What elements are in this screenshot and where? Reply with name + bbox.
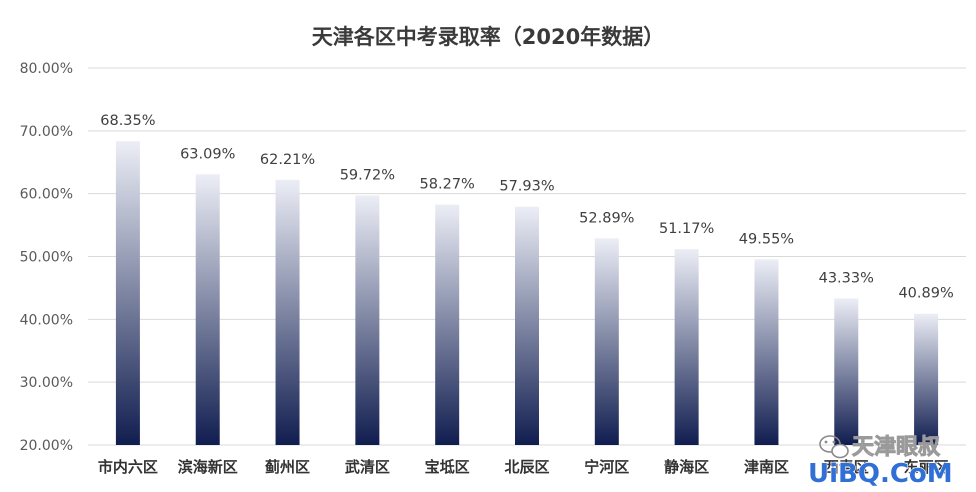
bar [594,238,619,445]
bar [195,174,220,445]
y-tick-label: 20.00% [20,438,73,454]
y-tick-label: 80.00% [20,61,73,77]
y-tick-label: 70.00% [20,124,73,140]
data-label: 59.72% [340,167,395,183]
data-label: 58.27% [420,177,475,193]
data-label: 62.21% [260,152,315,168]
data-label: 52.89% [579,210,634,226]
wechat-icon [819,435,849,459]
x-tick-label: 东丽区 [904,458,949,476]
data-label: 63.09% [180,146,235,162]
bar [275,179,300,445]
x-tick-label: 宁河区 [584,458,629,476]
x-tick-label: 津南区 [744,458,789,476]
x-tick-label: 滨海新区 [178,458,238,476]
watermark-account-name: 天津眼叔 [852,434,941,460]
bar [435,204,460,445]
data-label: 51.17% [659,221,714,237]
y-tick-label: 60.00% [20,187,73,203]
bar [115,141,140,445]
y-tick-label: 30.00% [20,375,73,391]
data-label: 40.89% [898,286,953,302]
x-axis-category-labels: 市内六区 滨海新区 蓟州区 武清区 宝坻区 北辰区 宁河区 静海区 津南区 西青区 东丽区 [98,458,949,476]
x-tick-label: 武清区 [345,458,390,476]
y-tick-label: 50.00% [20,250,73,266]
bar [515,206,539,445]
y-tick-label: 40.00% [20,312,73,328]
watermark-site-name: UiBQ.CoM [808,459,953,489]
bars [115,141,939,445]
data-label: 57.93% [499,179,554,195]
x-tick-label: 北辰区 [504,458,549,476]
x-tick-label: 蓟州区 [264,458,310,476]
bar [834,298,859,445]
bar [754,259,779,445]
data-label: 49.55% [739,231,794,247]
x-tick-label: 西青区 [824,458,869,476]
data-label: 68.35% [100,113,155,129]
chart-title: 天津各区中考录取率（2020年数据） [312,25,664,49]
bar [914,313,939,445]
x-tick-label: 宝坻区 [425,458,470,476]
data-labels: 68.35% 63.09% 62.21% 59.72% 58.27% 57.93% 52.8… [100,113,953,302]
bar [674,249,699,445]
x-tick-label: 静海区 [664,458,709,476]
y-axis-tick-labels: 20.00% 30.00% 40.00% 50.00% 60.00% 70.00% 80.0… [20,61,73,454]
watermark: 天津眼叔 UiBQ.CoM [807,434,953,490]
data-label: 43.33% [819,270,874,286]
x-tick-label: 市内六区 [98,458,158,476]
bar [355,195,380,445]
